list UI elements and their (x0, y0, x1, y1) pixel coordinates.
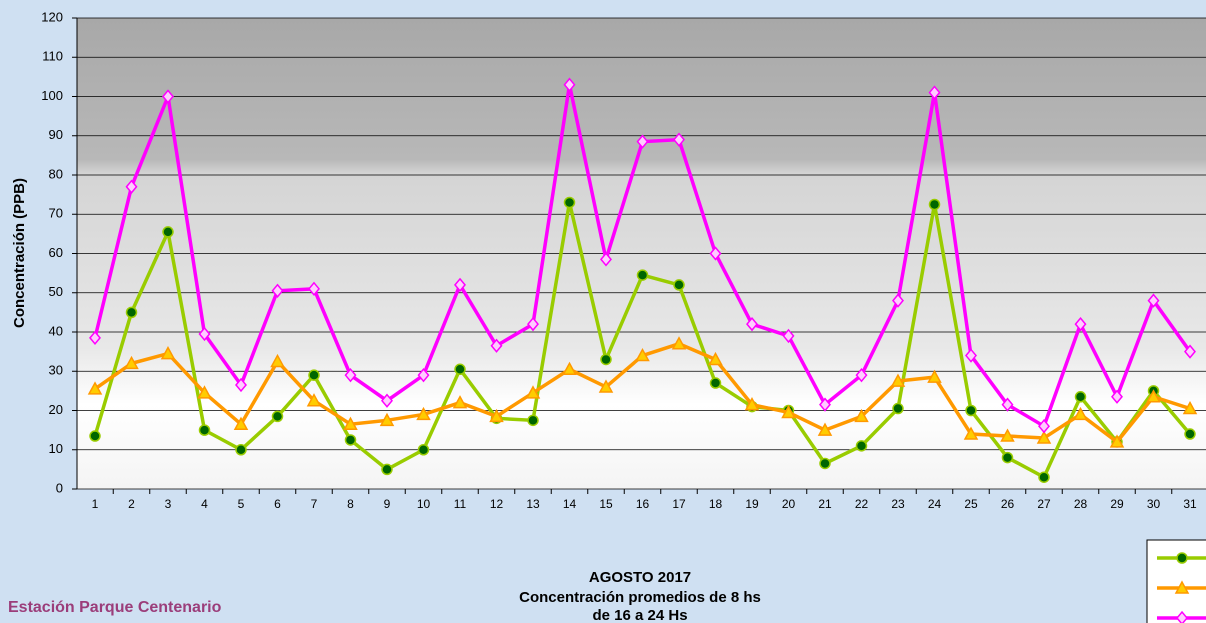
chart-subtitle: de 16 a 24 Hs (592, 607, 687, 623)
x-tick-label: 15 (599, 497, 613, 511)
chart: Concentración (PPB) AGOSTO 2017 Concentr… (0, 0, 1206, 623)
x-tick-label: 1 (92, 497, 99, 511)
y-tick-label: 30 (49, 363, 63, 378)
marker (236, 445, 246, 455)
marker (200, 425, 210, 435)
marker (1003, 453, 1013, 463)
x-tick-label: 29 (1110, 497, 1124, 511)
x-tick-label: 3 (165, 497, 172, 511)
y-tick-label: 60 (49, 245, 63, 260)
x-tick-label: 13 (526, 497, 540, 511)
marker (674, 280, 684, 290)
y-tick-label: 90 (49, 127, 63, 142)
x-tick-label: 5 (238, 497, 245, 511)
marker (90, 431, 100, 441)
marker (528, 415, 538, 425)
marker (893, 404, 903, 414)
y-tick-label: 0 (56, 480, 63, 495)
marker (309, 370, 319, 380)
x-tick-label: 27 (1037, 497, 1051, 511)
x-tick-label: 17 (672, 497, 686, 511)
x-tick-label: 18 (709, 497, 723, 511)
x-tick-label: 24 (928, 497, 942, 511)
y-tick-label: 100 (41, 88, 63, 103)
marker (565, 197, 575, 207)
x-tick-label: 4 (201, 497, 208, 511)
marker (455, 364, 465, 374)
x-tick-label: 19 (745, 497, 759, 511)
x-tick-label: 31 (1183, 497, 1197, 511)
marker (820, 458, 830, 468)
x-tick-label: 2 (128, 497, 135, 511)
y-tick-label: 20 (49, 402, 63, 417)
x-tick-label: 23 (891, 497, 905, 511)
chart-subtitle: Concentración promedios de 8 hs (519, 589, 761, 606)
marker (711, 378, 721, 388)
x-tick-label: 7 (311, 497, 318, 511)
marker (273, 411, 283, 421)
marker (601, 354, 611, 364)
marker (382, 464, 392, 474)
marker (638, 270, 648, 280)
marker (857, 441, 867, 451)
chart-title: AGOSTO 2017 (589, 569, 691, 586)
x-tick-label: 25 (964, 497, 978, 511)
x-tick-label: 11 (454, 497, 467, 511)
x-tick-label: 28 (1074, 497, 1088, 511)
marker (346, 435, 356, 445)
marker (127, 307, 137, 317)
marker (930, 199, 940, 209)
y-tick-label: 70 (49, 206, 63, 221)
y-tick-label: 110 (42, 49, 63, 64)
marker (1185, 429, 1195, 439)
x-tick-label: 8 (347, 497, 354, 511)
x-tick-label: 26 (1001, 497, 1015, 511)
marker (1177, 553, 1187, 563)
marker (419, 445, 429, 455)
x-tick-label: 9 (384, 497, 391, 511)
x-tick-label: 22 (855, 497, 869, 511)
x-tick-label: 16 (636, 497, 650, 511)
x-tick-label: 30 (1147, 497, 1161, 511)
marker (966, 406, 976, 416)
y-tick-label: 10 (49, 441, 63, 456)
x-tick-label: 20 (782, 497, 796, 511)
y-axis-label: Concentración (PPB) (11, 178, 28, 328)
x-tick-label: 12 (490, 497, 504, 511)
x-tick-label: 10 (417, 497, 431, 511)
marker (1039, 472, 1049, 482)
x-tick-label: 6 (274, 497, 281, 511)
x-tick-label: 14 (563, 497, 577, 511)
y-tick-label: 80 (49, 166, 63, 181)
x-tick-label: 21 (818, 497, 832, 511)
marker (163, 227, 173, 237)
y-tick-label: 40 (49, 323, 63, 338)
marker (1076, 392, 1086, 402)
y-tick-label: 120 (41, 9, 63, 24)
legend-box (1147, 540, 1206, 623)
y-tick-label: 50 (49, 284, 63, 299)
station-label: Estación Parque Centenario (8, 599, 222, 616)
